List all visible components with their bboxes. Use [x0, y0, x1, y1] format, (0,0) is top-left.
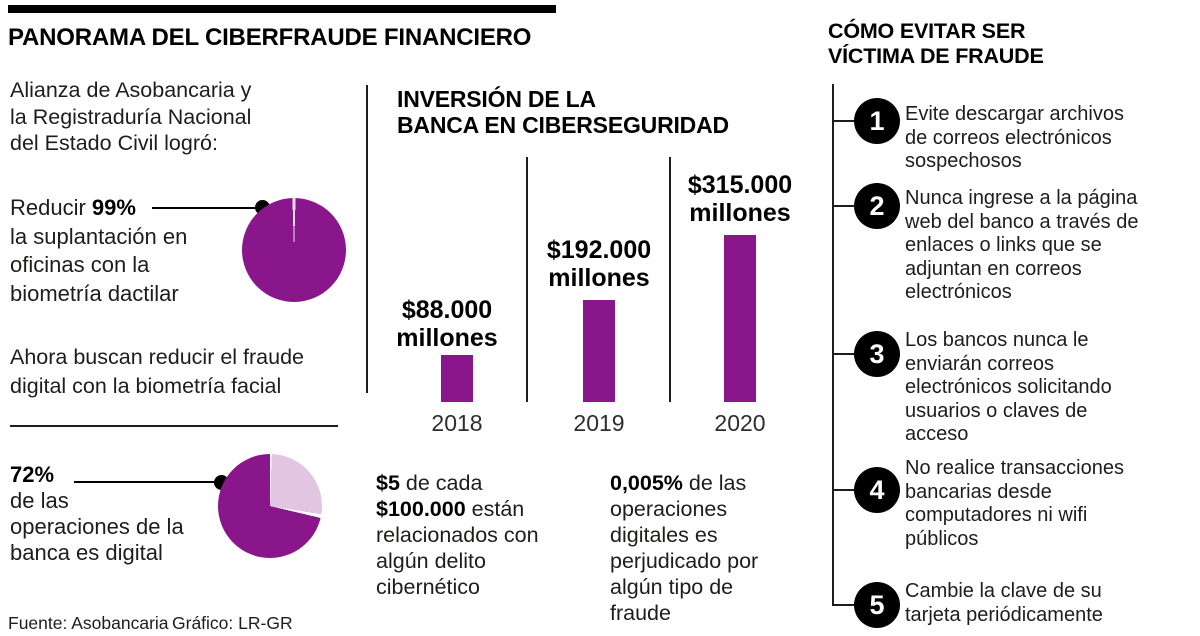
step1-connector [832, 120, 858, 122]
step5-connector [832, 604, 858, 606]
callout-line-pie2 [74, 481, 218, 483]
step1-number-badge: 1 [854, 98, 900, 144]
bar-column-2018 [425, 157, 489, 402]
credit-label: Gráfico: LR-GR [172, 613, 293, 633]
bar-value-label-2020: $315.000 millones [687, 171, 793, 227]
step1-text: Evite descargar archivos de correos elect… [905, 103, 1124, 172]
left-section-divider [10, 425, 338, 427]
title-accent-bar [8, 5, 556, 13]
bar-2019 [583, 300, 615, 402]
stat-biometria-dactilar: Reducir 99% la suplantación en oficinas c… [10, 194, 187, 308]
callout-line-pie1 [152, 207, 260, 209]
bar-chart-title: INVERSIÓN DE LA BANCA EN CIBERSEGURIDAD [397, 86, 729, 138]
bar-value-label-2018: $88.000 millones [396, 296, 498, 352]
fact-delito-cibernetico: $5 de cada $100.000 están relacionados c… [376, 471, 539, 599]
stat2-value: 72% [10, 462, 55, 487]
pie-biometria [242, 198, 346, 302]
step3-number-badge: 3 [854, 331, 900, 377]
axis-label-2020: 2020 [714, 410, 766, 436]
tips-heading: CÓMO EVITAR SER VÍCTIMA DE FRAUDE [828, 19, 1044, 68]
stat-operaciones-digitales: 72% de las operaciones de la banca es digi… [10, 462, 184, 566]
source-label: Fuente: Asobancaria [8, 613, 169, 633]
stat1-description: la suplantación en oficinas con la biometr… [10, 223, 188, 306]
step3-connector [832, 353, 858, 355]
column-divider-left [366, 85, 368, 393]
bar-value-label-2019: $192.000 millones [546, 236, 652, 292]
stat1-value: 99% [91, 195, 136, 220]
page-title: PANORAMA DEL CIBERFRAUDE FINANCIERO [8, 24, 532, 51]
alliance-intro-text: Alianza de Asobancaria y la Registraduría… [10, 78, 252, 155]
tips-tree-line [832, 84, 834, 606]
note-biometria-facial: Ahora buscan reducir el fraude digital co… [10, 345, 305, 398]
axis-label-2019: 2019 [573, 410, 625, 436]
axis-label-2018: 2018 [431, 410, 483, 436]
step2-connector [832, 205, 858, 207]
bar-2020 [724, 235, 756, 402]
bar-2018 [441, 355, 473, 402]
step2-text: Nunca ingrese a la página web del banco a… [905, 187, 1139, 303]
stat1-prefix: Reducir [10, 195, 92, 220]
step4-number-badge: 4 [854, 467, 900, 513]
step4-connector [832, 489, 858, 491]
bar-chart-divider-2 [669, 157, 671, 402]
step5-number-badge: 5 [854, 582, 900, 628]
stat2-description: de las operaciones de la banca es digital [10, 488, 184, 565]
fact-fraude-digital: 0,005% de las operaciones digitales es per… [610, 471, 759, 625]
bar-column-2020 [708, 157, 772, 402]
pie-digital [218, 454, 322, 558]
bar-column-2019 [567, 157, 631, 402]
step5-text: Cambie la clave de su tarjeta periódicame… [905, 580, 1103, 626]
step3-text: Los bancos nunca le enviarán correos elect… [905, 329, 1112, 445]
step2-number-badge: 2 [854, 183, 900, 229]
step4-text: No realice transacciones bancarias desde c… [905, 457, 1124, 550]
bar-chart-divider-1 [526, 157, 528, 402]
